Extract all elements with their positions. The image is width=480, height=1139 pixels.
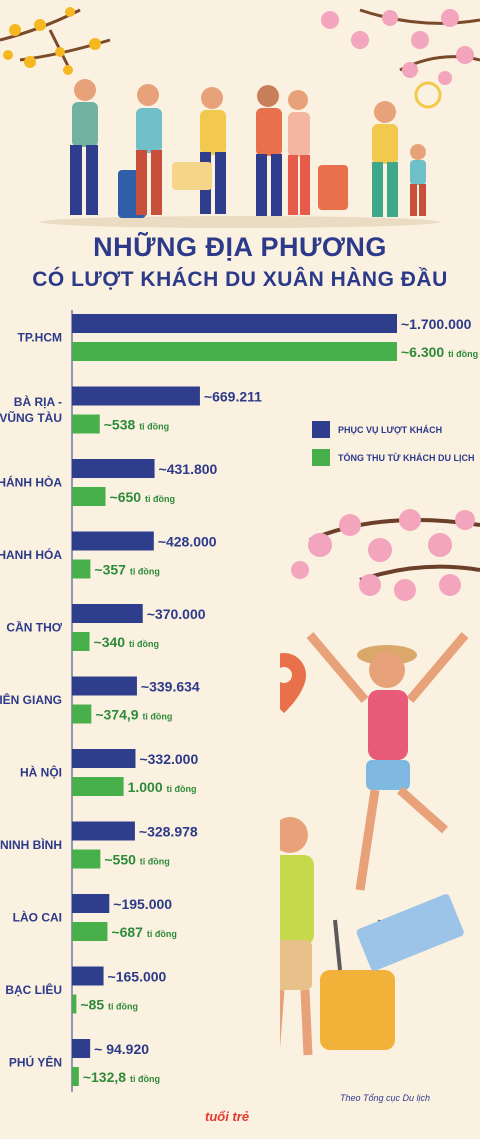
value-label-guests: ~165.000 <box>108 969 167 985</box>
value-label-guests: ~339.634 <box>141 679 200 695</box>
bar-guests <box>72 894 110 913</box>
value-label-revenue: ~357 tỉ đồng <box>94 562 159 578</box>
category-label: TP.HCM <box>18 331 62 345</box>
value-label-revenue: ~6.300 tỉ đồng <box>401 344 478 360</box>
bar-guests <box>72 531 154 551</box>
bar-guests <box>72 604 143 623</box>
legend-item-guests: PHỤC VỤ LƯỢT KHÁCH <box>312 421 442 438</box>
source-note: Theo Tổng cục Du lịch <box>340 1093 431 1103</box>
bar-revenue <box>72 922 108 941</box>
value-label-guests: ~669.211 <box>204 389 262 405</box>
value-label-guests: ~332.000 <box>139 751 198 767</box>
bar-revenue <box>72 559 91 579</box>
value-label-revenue: ~374,9 tỉ đồng <box>95 707 172 723</box>
category-label: THANH HÓA <box>0 547 62 562</box>
bar-guests <box>72 966 104 986</box>
bar-revenue <box>72 777 124 796</box>
bar-revenue <box>72 487 106 506</box>
value-label-guests: ~428.000 <box>158 534 217 550</box>
legend-label-revenue: TỔNG THU TỪ KHÁCH DU LỊCH <box>338 452 475 463</box>
category-label: CẦN THƠ <box>6 620 62 635</box>
category-label: KHÁNH HÒA <box>0 475 62 490</box>
page-title: NHỮNG ĐỊA PHƯƠNG <box>93 232 387 262</box>
value-label-guests: ~195.000 <box>113 896 172 912</box>
category-label: KIÊN GIANG <box>0 692 62 707</box>
value-label-guests: ~431.800 <box>159 461 218 477</box>
value-label-guests: ~ 94.920 <box>94 1041 149 1057</box>
bar-guests <box>72 386 200 406</box>
bar-guests <box>72 749 136 768</box>
value-label-guests: ~1.700.000 <box>401 316 472 332</box>
bar-revenue <box>72 849 101 869</box>
legend-label-guests: PHỤC VỤ LƯỢT KHÁCH <box>338 424 443 435</box>
value-label-revenue: ~340 tỉ đồng <box>94 634 159 650</box>
bar-guests <box>72 459 155 478</box>
category-label: BẠC LIÊU <box>5 982 62 997</box>
travelers-right-illustration <box>280 509 480 1056</box>
page-subtitle: CÓ LƯỢT KHÁCH DU XUÂN HÀNG ĐẦU <box>32 268 448 291</box>
bar-guests <box>72 676 137 696</box>
bar-revenue <box>72 632 90 651</box>
bar-guests <box>72 1039 91 1058</box>
bar-guests <box>72 821 135 841</box>
brand-logo: tuổi trẻ <box>205 1109 250 1124</box>
bar-revenue <box>72 704 92 724</box>
bar-guests <box>72 314 397 333</box>
value-label-revenue: ~687 tỉ đồng <box>111 924 176 940</box>
value-label-revenue: ~550 tỉ đồng <box>104 852 169 868</box>
legend-swatch-revenue <box>312 449 330 466</box>
value-label-revenue: ~538 tỉ đồng <box>104 417 169 433</box>
value-label-revenue: 1.000 tỉ đồng <box>128 779 197 795</box>
bar-revenue <box>72 994 77 1014</box>
legend-item-revenue: TỔNG THU TỪ KHÁCH DU LỊCH <box>312 449 474 466</box>
bar-revenue <box>72 342 397 361</box>
value-label-revenue: ~132,8 tỉ đồng <box>83 1069 160 1085</box>
value-label-guests: ~328.978 <box>139 824 198 840</box>
category-label: LÀO CAI <box>13 910 62 925</box>
category-label: NINH BÌNH <box>0 837 62 852</box>
bar-revenue <box>72 1067 79 1086</box>
bar-revenue <box>72 414 100 434</box>
legend-swatch-guests <box>312 421 330 438</box>
travelers-illustration <box>0 7 480 228</box>
category-label: PHÚ YÊN <box>9 1055 62 1070</box>
value-label-guests: ~370.000 <box>147 606 206 622</box>
category-label: HÀ NỘI <box>20 765 62 780</box>
category-label: BÀ RỊA -VŨNG TÀU <box>0 394 62 425</box>
value-label-revenue: ~85 tỉ đồng <box>80 997 138 1013</box>
value-label-revenue: ~650 tỉ đồng <box>110 489 175 505</box>
